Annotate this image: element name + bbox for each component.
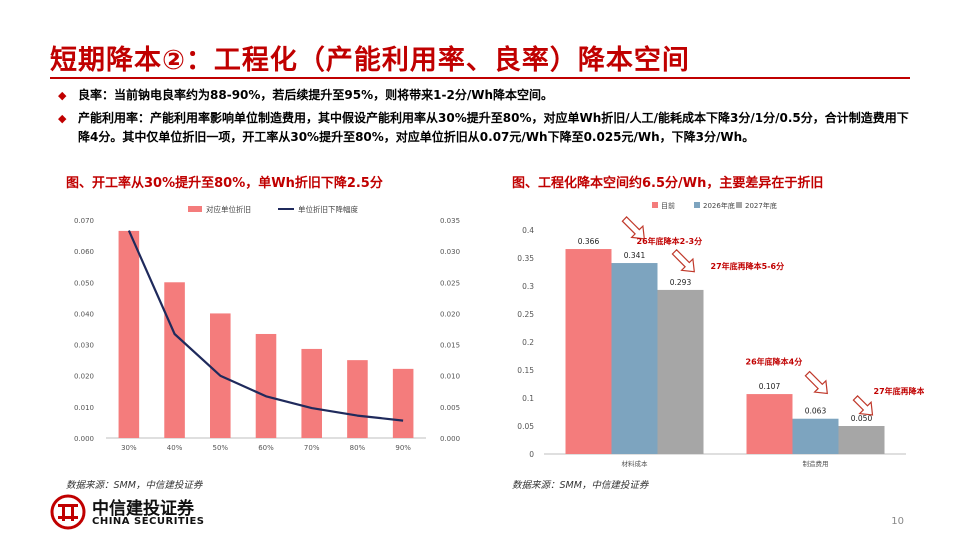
bar-current — [565, 249, 612, 454]
bar-2026 — [792, 418, 839, 454]
y-tick-label: 0.2 — [522, 338, 534, 347]
diamond-bullet-icon: ◆ — [58, 112, 67, 125]
left-chart-title: 图、开工率从30%提升至80%，单Wh折旧下降2.5分 — [66, 176, 383, 191]
bar-value-label: 0.050 — [851, 414, 873, 423]
x-tick-label: 40% — [167, 444, 183, 452]
y-tick-label: 0.35 — [517, 254, 534, 263]
bar-depreciation — [164, 282, 185, 438]
legend-swatch — [694, 202, 700, 208]
x-tick-label: 70% — [304, 444, 320, 452]
y-right-tick-label: 0.020 — [440, 310, 460, 318]
x-tick-label: 制造费用 — [803, 459, 829, 468]
y-tick-label: 0.1 — [522, 394, 534, 403]
y-left-tick-label: 0.050 — [74, 279, 94, 287]
bar-2027 — [657, 289, 704, 454]
annotation-arrow-icon — [671, 248, 695, 273]
legend-label: 目前 — [661, 201, 675, 210]
legend-swatch — [736, 202, 742, 208]
y-tick-label: 0.15 — [517, 366, 534, 375]
y-tick-label: 0 — [529, 450, 534, 459]
bar-value-label: 0.063 — [805, 407, 827, 416]
left-chart: 0.070 0.060 0.050 0.040 0.030 0.020 0.010 0.000… — [56, 198, 476, 460]
bar-depreciation — [118, 230, 140, 438]
annotation-text: 26年底降本2-3分 — [637, 236, 703, 246]
left-source-note: 数据来源：SMM，中信建投证券 — [66, 480, 203, 491]
y-right-tick-label: 0.015 — [440, 342, 460, 350]
bar-value-label: 0.107 — [759, 382, 781, 391]
y-right-tick-label: 0.030 — [440, 248, 460, 256]
y-right-tick-label: 0.035 — [440, 217, 460, 225]
bar-2026 — [611, 263, 658, 454]
y-left-tick-label: 0.010 — [74, 404, 94, 412]
y-left-tick-label: 0.070 — [74, 217, 94, 225]
title-underline — [50, 77, 910, 79]
y-left-tick-label: 0.000 — [74, 435, 94, 443]
citic-logo-icon — [50, 494, 86, 530]
x-tick-label: 材料成本 — [622, 459, 649, 468]
y-left-tick-label: 0.030 — [74, 342, 94, 350]
y-left-tick-label: 0.060 — [74, 248, 94, 256]
legend-swatch-bar — [188, 206, 202, 212]
y-tick-label: 0.05 — [517, 422, 534, 431]
slide-title: 短期降本②：工程化（产能利用率、良率）降本空间 — [50, 45, 690, 76]
y-right-tick-label: 0.025 — [440, 279, 460, 287]
bar-2027 — [838, 426, 885, 454]
annotation-arrow-icon — [804, 370, 828, 395]
annotation-text: 26年底降本4分 — [746, 357, 803, 367]
logo-english-name: CHINA SECURITIES — [92, 516, 205, 527]
right-chart-title: 图、工程化降本空间约6.5分/Wh，主要差异在于折旧 — [512, 176, 824, 191]
bullet-utilization: ◆ 产能利用率：产能利用率影响单位制造费用，其中假设产能利用率从30%提升至80… — [56, 109, 918, 147]
y-tick-label: 0.3 — [522, 282, 534, 291]
annotation-arrow-icon — [852, 395, 874, 416]
x-tick-label: 80% — [350, 444, 366, 452]
right-chart-svg: 0.40.350.30.250.20.150.10.0500.3660.3410… — [517, 201, 925, 468]
annotation-text: 27年底再降本5-6分 — [711, 261, 785, 271]
y-left-tick-label: 0.020 — [74, 373, 94, 381]
x-tick-label: 30% — [121, 444, 137, 452]
bar-value-label: 0.293 — [670, 278, 692, 287]
logo-chinese-name: 中信建投证券 — [92, 499, 194, 519]
page-number: 10 — [891, 516, 904, 527]
left-chart-svg: 0.070 0.060 0.050 0.040 0.030 0.020 0.010 0.000… — [74, 204, 460, 452]
diamond-bullet-icon: ◆ — [58, 89, 67, 102]
y-tick-label: 0.4 — [522, 226, 534, 235]
bar-current — [746, 394, 793, 454]
y-left-tick-label: 0.040 — [74, 310, 94, 318]
legend-label: 2027年底 — [745, 201, 777, 210]
legend-label: 2026年底 — [703, 201, 735, 210]
bullet-label: 良率： — [78, 88, 115, 102]
y-right-tick-label: 0.000 — [440, 435, 460, 443]
bar-value-label: 0.366 — [578, 237, 600, 246]
bullet-list: ◆ 良率：当前钠电良率约为88-90%，若后续提升至95%，则将带来1-2分/W… — [56, 86, 918, 151]
bar-depreciation — [301, 348, 322, 438]
bullet-text: 产能利用率影响单位制造费用，其中假设产能利用率从30%提升至80%，对应单Wh折… — [78, 111, 909, 144]
x-tick-label: 60% — [258, 444, 274, 452]
bar-depreciation — [255, 333, 277, 438]
company-logo: 中信建投证券 CHINA SECURITIES — [50, 492, 250, 532]
y-right-tick-label: 0.005 — [440, 404, 460, 412]
bar-value-label: 0.341 — [624, 251, 646, 260]
y-right-tick-label: 0.010 — [440, 373, 460, 381]
bar-depreciation — [347, 360, 368, 438]
right-source-note: 数据来源：SMM，中信建投证券 — [512, 480, 649, 491]
y-tick-label: 0.25 — [517, 310, 534, 319]
x-tick-label: 50% — [213, 444, 229, 452]
bullet-yield: ◆ 良率：当前钠电良率约为88-90%，若后续提升至95%，则将带来1-2分/W… — [56, 86, 918, 105]
bullet-text: 当前钠电良率约为88-90%，若后续提升至95%，则将带来1-2分/Wh降本空间… — [114, 88, 553, 102]
legend-label-bar: 对应单位折旧 — [206, 204, 251, 214]
annotation-text: 27年底再降本1分 — [874, 386, 925, 396]
bullet-label: 产能利用率： — [78, 111, 151, 125]
x-tick-label: 90% — [395, 444, 411, 452]
legend-label-line: 单位折旧下降幅度 — [298, 204, 358, 214]
bar-depreciation — [392, 368, 414, 438]
line-depreciation-decline — [127, 230, 404, 422]
annotation-arrow-icon — [621, 216, 645, 240]
right-chart: 0.4 0.35 0.3 0.25 0.2 0.15 0.1 0.05 0 0.366 0.341 0… — [504, 196, 924, 476]
legend-swatch — [652, 202, 658, 208]
